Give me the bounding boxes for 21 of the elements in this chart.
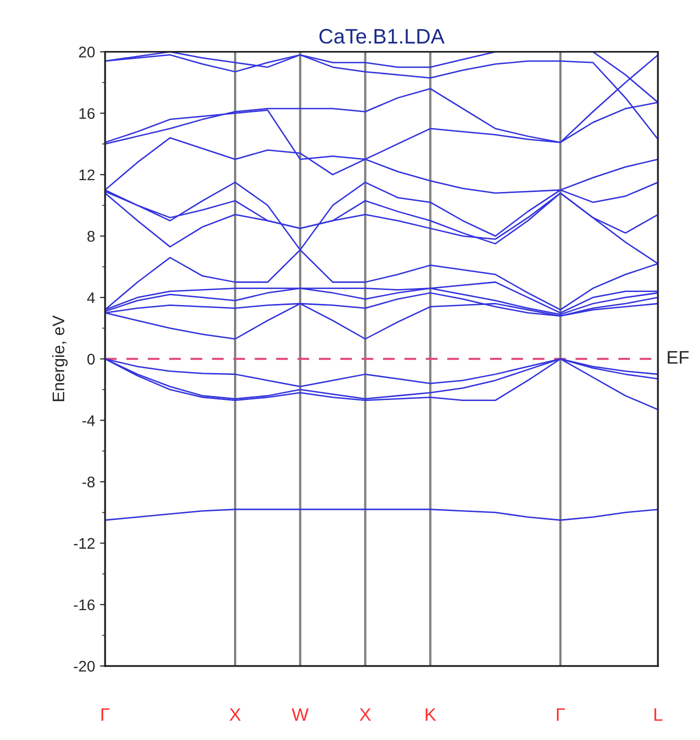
y-tick-label: 16	[79, 108, 95, 119]
y-axis-title: Energie, eV	[52, 315, 68, 402]
y-tick-label: 12	[79, 170, 95, 180]
ref-line-label: EF	[668, 351, 689, 364]
y-tick-label: 4	[87, 292, 95, 304]
x-tick-label: Γ	[556, 708, 565, 721]
y-tick-label: -4	[82, 415, 95, 426]
x-tick-label: Γ	[102, 708, 110, 721]
x-tick-label: K	[426, 708, 436, 721]
x-tick-label: X	[230, 708, 241, 721]
y-tick-label: -12	[74, 538, 95, 549]
x-tick-label: W	[292, 708, 309, 721]
y-tick-label: -16	[74, 599, 95, 610]
y-tick-label: 20	[79, 46, 95, 58]
chart-title: CaTe.B1.LDA	[319, 28, 445, 44]
x-tick-label: L	[654, 708, 662, 721]
y-tick-label: 0	[87, 354, 95, 365]
y-tick-label: 8	[87, 230, 95, 242]
y-tick-label: -20	[74, 660, 95, 672]
x-tick-label: X	[360, 708, 371, 721]
y-tick-label: -8	[82, 476, 95, 488]
